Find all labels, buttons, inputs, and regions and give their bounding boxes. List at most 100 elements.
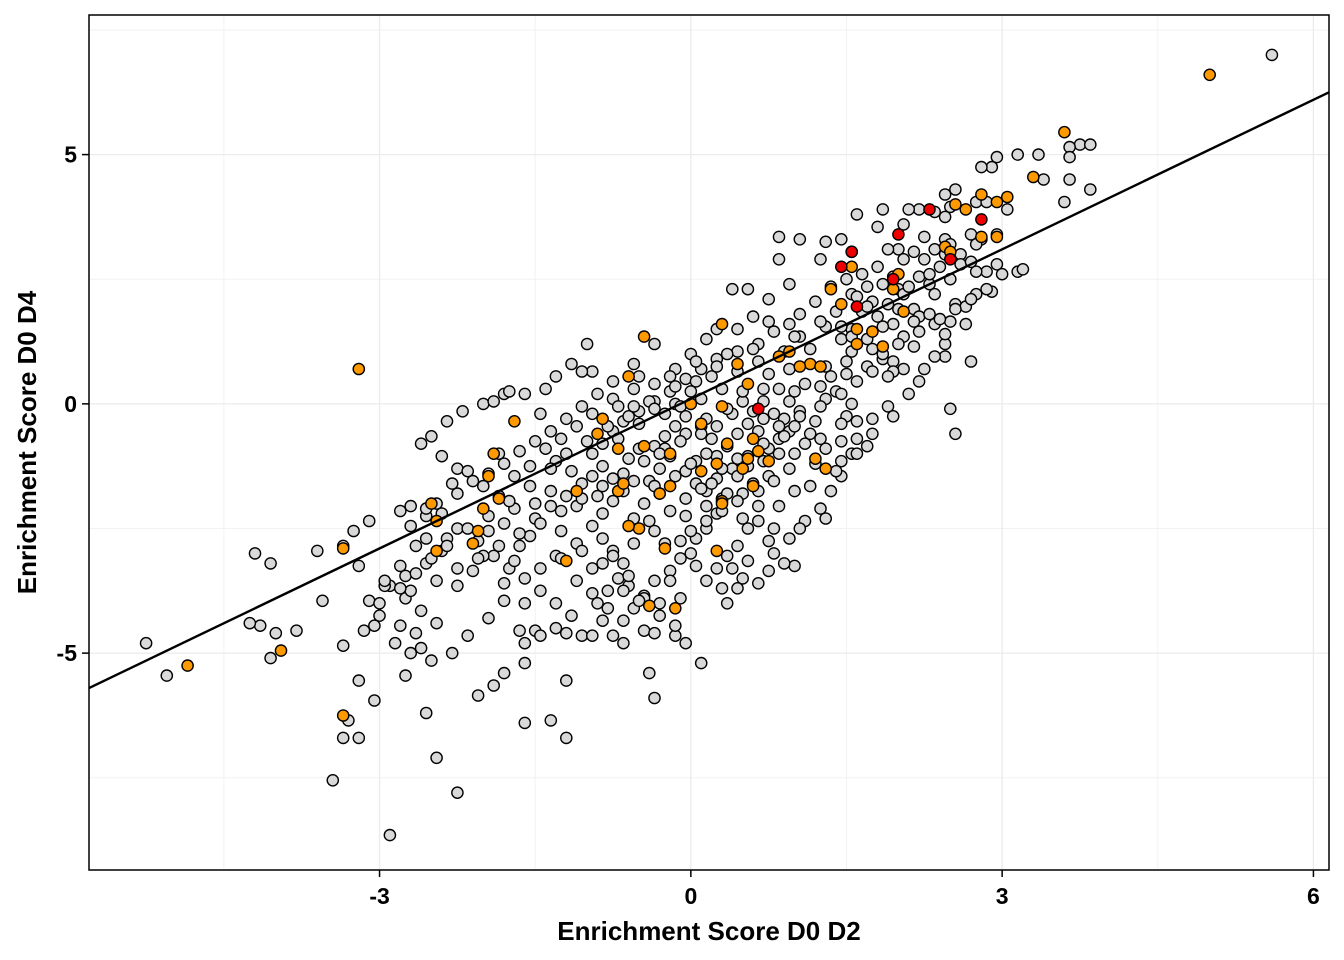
- data-point: [430, 616, 443, 630]
- data-point: [949, 427, 962, 441]
- data-point: [648, 626, 661, 640]
- data-point: [824, 370, 838, 383]
- data-point: [897, 218, 910, 231]
- data-point: [783, 277, 796, 291]
- data-point: [508, 469, 521, 483]
- data-point: [669, 602, 682, 615]
- data-point: [741, 452, 755, 466]
- y-tick-label: 0: [64, 391, 77, 417]
- data-point: [710, 419, 724, 433]
- data-point: [580, 337, 594, 351]
- data-point: [949, 198, 962, 211]
- data-point: [819, 442, 833, 456]
- data-point: [1203, 68, 1216, 82]
- data-point: [414, 604, 428, 618]
- data-point: [393, 504, 407, 518]
- data-point: [850, 414, 864, 428]
- data-point: [523, 529, 537, 543]
- data-point: [669, 469, 682, 483]
- data-point: [694, 417, 708, 431]
- data-point: [451, 522, 464, 535]
- data-point: [798, 437, 812, 451]
- data-point: [772, 230, 786, 244]
- data-point: [886, 272, 900, 286]
- data-point: [897, 362, 910, 376]
- data-point: [648, 402, 661, 416]
- data-point: [388, 636, 402, 650]
- data-point: [679, 372, 693, 386]
- data-point: [814, 400, 827, 413]
- data-point: [679, 509, 693, 523]
- data-point: [409, 626, 423, 640]
- data-point: [767, 407, 781, 421]
- data-point: [835, 417, 848, 431]
- data-point: [497, 594, 511, 608]
- data-point: [855, 267, 869, 281]
- data-point: [653, 462, 667, 476]
- data-point: [840, 272, 853, 286]
- data-point: [560, 489, 573, 503]
- plot-border: [88, 14, 1330, 871]
- data-point: [731, 345, 744, 358]
- data-point: [902, 387, 916, 401]
- data-point: [362, 514, 376, 528]
- data-point: [466, 537, 480, 550]
- data-point: [710, 562, 724, 575]
- data-point: [591, 489, 604, 503]
- data-point: [741, 377, 755, 391]
- data-point: [534, 562, 547, 575]
- data-point: [860, 300, 874, 313]
- data-point: [881, 242, 895, 256]
- data-point: [866, 325, 879, 338]
- data-point: [824, 282, 838, 296]
- data-point: [606, 629, 620, 643]
- data-point: [492, 492, 506, 505]
- data-point: [886, 317, 900, 331]
- data-point: [814, 315, 827, 328]
- data-point: [575, 629, 589, 643]
- data-point: [544, 484, 558, 498]
- data-point: [648, 574, 661, 588]
- data-point: [451, 462, 464, 476]
- data-point: [528, 497, 542, 510]
- data-point: [850, 322, 864, 336]
- data-point: [803, 427, 817, 441]
- data-point: [570, 484, 584, 498]
- data-point: [430, 751, 443, 765]
- data-point: [918, 230, 931, 244]
- data-point: [575, 544, 589, 558]
- data-point: [487, 679, 501, 692]
- data-point: [814, 380, 827, 393]
- data-point: [871, 310, 884, 323]
- data-point: [565, 609, 578, 623]
- data-point: [544, 714, 558, 727]
- data-point: [959, 317, 973, 331]
- data-point: [907, 315, 921, 328]
- data-point: [513, 527, 526, 540]
- data-point: [876, 320, 890, 333]
- gridlines: [89, 15, 1329, 870]
- data-point: [902, 280, 916, 294]
- data-point: [632, 594, 646, 608]
- data-point: [871, 220, 884, 234]
- data-point: [518, 597, 532, 610]
- data-point: [575, 400, 589, 413]
- data-point: [591, 387, 604, 401]
- data-point: [368, 619, 381, 633]
- data-point: [726, 562, 739, 575]
- data-point: [622, 452, 635, 466]
- data-point: [793, 307, 807, 321]
- data-point: [554, 504, 568, 518]
- data-point: [669, 380, 682, 393]
- data-point: [902, 203, 916, 216]
- data-point: [404, 646, 418, 660]
- data-point: [788, 385, 801, 398]
- data-point: [772, 499, 786, 513]
- data-point: [788, 484, 801, 498]
- data-point: [534, 407, 547, 421]
- data-point: [923, 203, 936, 216]
- data-point: [451, 579, 464, 593]
- data-point: [632, 522, 646, 535]
- data-point: [731, 322, 744, 336]
- data-point: [814, 360, 827, 373]
